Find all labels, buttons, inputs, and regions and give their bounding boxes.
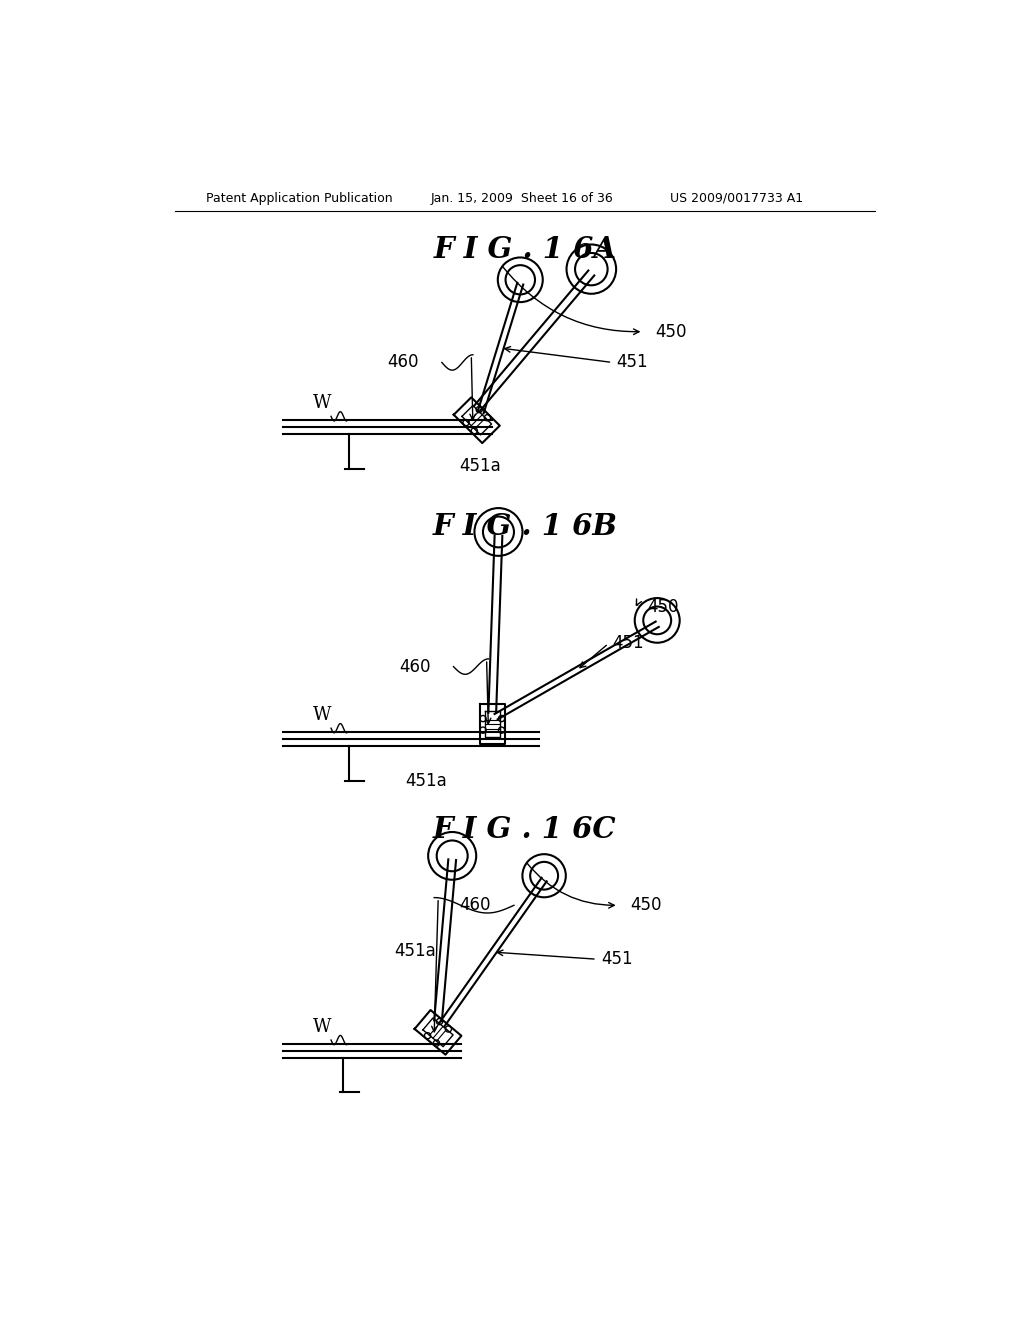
Text: US 2009/0017733 A1: US 2009/0017733 A1: [671, 191, 804, 205]
Text: W: W: [312, 395, 331, 412]
Text: F I G . 1 6A: F I G . 1 6A: [433, 235, 616, 264]
Text: W: W: [312, 1018, 331, 1036]
Text: 460: 460: [387, 354, 419, 371]
Text: 451: 451: [612, 635, 644, 652]
Text: W: W: [312, 706, 331, 725]
Text: 460: 460: [459, 896, 490, 915]
Text: 451a: 451a: [394, 942, 435, 961]
Text: 450: 450: [655, 322, 686, 341]
Text: 451: 451: [601, 950, 633, 968]
Text: F I G . 1 6C: F I G . 1 6C: [433, 816, 616, 845]
Text: 451: 451: [616, 354, 648, 371]
Text: Jan. 15, 2009  Sheet 16 of 36: Jan. 15, 2009 Sheet 16 of 36: [430, 191, 613, 205]
Text: 460: 460: [398, 657, 430, 676]
Text: 450: 450: [647, 598, 679, 615]
Text: 451a: 451a: [460, 458, 502, 475]
Text: Patent Application Publication: Patent Application Publication: [206, 191, 392, 205]
Text: F I G . 1 6B: F I G . 1 6B: [432, 512, 617, 541]
Text: 450: 450: [630, 896, 662, 915]
Text: 451a: 451a: [406, 772, 447, 789]
